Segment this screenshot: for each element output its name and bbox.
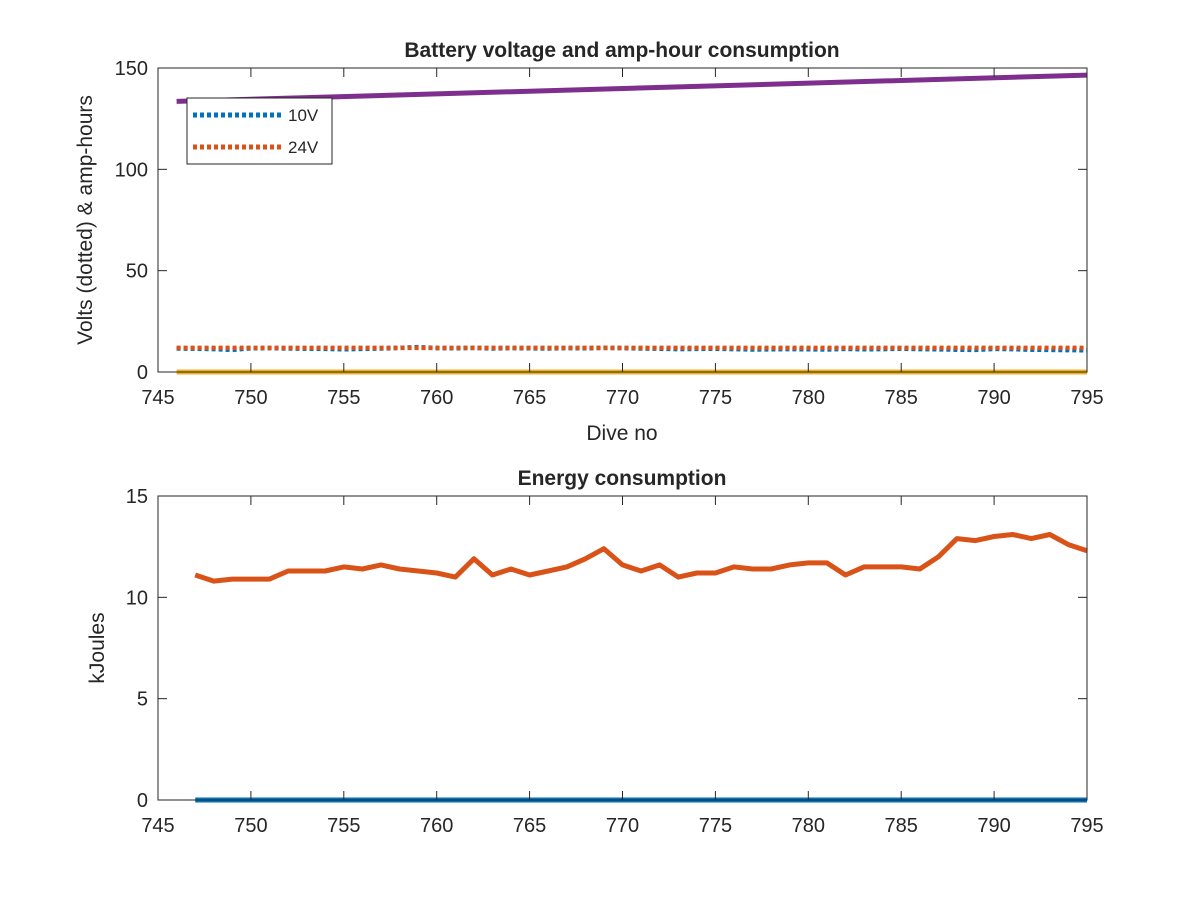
x-tick-label: 765 [513, 815, 546, 837]
x-tick-label: 750 [234, 815, 267, 837]
y-tick-label: 10 [126, 587, 148, 609]
voltage-chart-title: Battery voltage and amp-hour consumption [404, 39, 839, 62]
y-tick-label: 50 [126, 261, 148, 283]
energy-plot-area [158, 496, 1087, 800]
energy-axes-layer [157, 495, 1088, 801]
x-tick-label: 760 [420, 815, 453, 837]
legend: 10V 24V [186, 97, 333, 165]
x-tick-label: 790 [977, 815, 1010, 837]
series-energy [194, 532, 1088, 584]
y-tick-label: 5 [137, 689, 148, 711]
x-tick-label: 745 [141, 815, 174, 837]
y-tick-label: 150 [115, 58, 148, 80]
energy-chart-ylabel: kJoules [86, 612, 109, 683]
voltage-chart-ylabel: Volts (dotted) & amp-hours [74, 95, 97, 345]
y-tick-label: 100 [115, 159, 148, 181]
y-tick-label: 0 [137, 362, 148, 384]
voltage-chart-xlabel: Dive no [586, 422, 657, 445]
series-amp-hours [176, 72, 1088, 104]
y-tick-label: 15 [126, 486, 148, 508]
x-tick-label: 755 [327, 387, 360, 409]
x-tick-label: 770 [606, 815, 639, 837]
x-tick-label: 795 [1070, 815, 1103, 837]
x-tick-label: 780 [792, 387, 825, 409]
legend-box [186, 97, 333, 165]
voltage-tick-labels: 745 750 755 760 765 770 775 780 785 790 795 0 50 100 1… [115, 58, 1104, 409]
energy-chart-title: Energy consumption [518, 467, 727, 490]
voltage-axes-layer [157, 67, 1088, 373]
legend-label-24v: 24V [288, 138, 319, 157]
x-tick-label: 745 [141, 387, 174, 409]
x-tick-label: 760 [420, 387, 453, 409]
energy-tick-labels: 745 750 755 760 765 770 775 780 785 790 795 0 5 10 15 [126, 486, 1104, 837]
legend-label-10v: 10V [288, 106, 319, 125]
x-tick-label: 765 [513, 387, 546, 409]
x-tick-label: 775 [699, 387, 732, 409]
x-tick-label: 750 [234, 387, 267, 409]
voltage-chart: 745 750 755 760 765 770 775 780 785 790 795 0 50 100 1… [74, 39, 1104, 445]
x-tick-label: 795 [1070, 387, 1103, 409]
y-tick-label: 0 [137, 790, 148, 812]
x-tick-label: 770 [606, 387, 639, 409]
energy-chart: 745 750 755 760 765 770 775 780 785 790 795051015 … [86, 467, 1104, 837]
x-tick-label: 780 [792, 815, 825, 837]
x-tick-label: 785 [885, 387, 918, 409]
x-tick-label: 790 [977, 387, 1010, 409]
x-tick-label: 785 [885, 815, 918, 837]
x-tick-label: 775 [699, 815, 732, 837]
x-tick-label: 755 [327, 815, 360, 837]
